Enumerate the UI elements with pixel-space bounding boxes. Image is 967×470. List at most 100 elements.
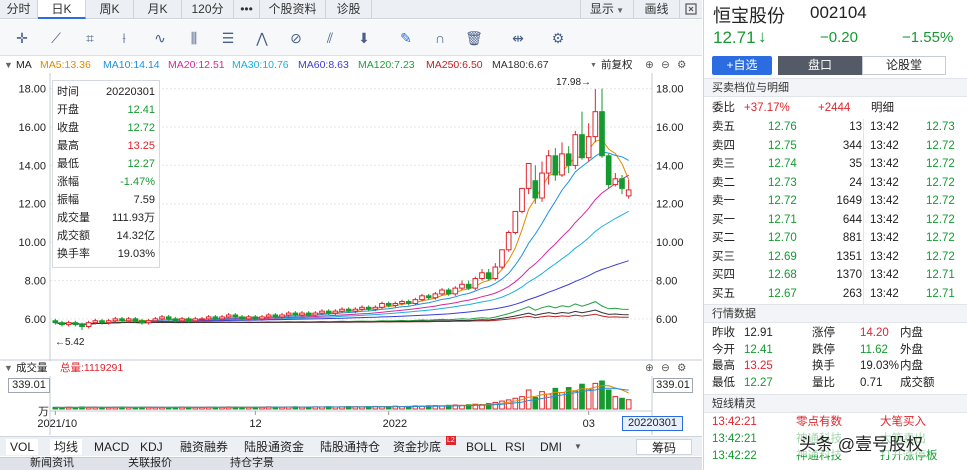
magnet-icon[interactable]: ∩ — [428, 26, 452, 50]
quote-panel: 恒宝股份 002104 12.71 ↓ −0.20 −1.55% +自选 盘口 … — [703, 0, 967, 470]
info-row: 时间 20220301 — [57, 83, 155, 101]
tab-stock-profile[interactable]: 个股资料 — [260, 0, 326, 19]
adjust-mode[interactable]: 前复权 — [601, 57, 633, 73]
price-tick-left: 18.00 — [18, 84, 46, 96]
ma60-value: MA60:8.63 — [298, 57, 349, 73]
tab-intraday[interactable]: 分时 — [0, 0, 38, 19]
info-key: 成交额 — [57, 227, 90, 245]
add-watchlist-button[interactable]: +自选 — [712, 56, 772, 75]
gear-icon[interactable]: ⚙ — [546, 26, 570, 50]
crop-tool-icon[interactable]: ⌗ — [78, 26, 102, 50]
candle-body — [513, 211, 518, 232]
candle-body — [260, 317, 265, 319]
tab-kdj[interactable]: KDJ — [140, 439, 163, 455]
detail-time: 13:42 — [870, 267, 899, 284]
tab-vol[interactable]: VOL — [6, 439, 38, 455]
display-menu[interactable]: 显示 ▼ — [580, 0, 634, 19]
tab-forum[interactable]: 论股堂 — [862, 56, 946, 75]
tab-macd[interactable]: MACD — [94, 439, 129, 455]
quote-row: 最高 13.25 换手 19.03% 内盘 — [704, 358, 967, 374]
detail-time: 13:42 — [870, 138, 899, 155]
volume-bar — [573, 391, 578, 409]
tab-news[interactable]: 新闻资讯 — [30, 457, 74, 470]
candle-body — [593, 112, 598, 137]
candle-body — [566, 154, 571, 166]
line-tool-icon[interactable]: ⟋ — [44, 26, 68, 50]
tab-diagnose[interactable]: 诊股 — [326, 0, 372, 19]
order-book-row: 卖一 12.72 1649 — [704, 193, 864, 210]
tab-more[interactable]: ••• — [234, 0, 260, 19]
period-tab-bar: 分时 日K 周K 月K 120分 ••• 个股资料 诊股 显示 ▼ 画线 — [0, 0, 702, 19]
detail-price: 12.71 — [926, 267, 955, 284]
price-tick-right: 10.00 — [656, 237, 684, 249]
chevron-down-icon[interactable]: ▼ — [574, 439, 582, 455]
tab-related[interactable]: 关联报价 — [128, 457, 172, 470]
tab-northbound-flow[interactable]: 陆股通资金 — [244, 439, 304, 455]
tab-boll[interactable]: BOLL — [466, 439, 497, 455]
settings-icon[interactable]: ⚙ — [677, 361, 686, 376]
info-key: 开盘 — [57, 101, 79, 119]
order-volume: 35 — [849, 156, 862, 173]
ma250-value: MA250:6.50 — [426, 57, 483, 73]
candle-body — [280, 315, 285, 317]
draw-line-button[interactable]: 画线 — [634, 0, 680, 19]
gann-tool-icon[interactable]: ⫽ — [318, 26, 342, 50]
info-key: 成交量 — [57, 209, 90, 227]
tab-weekly-k[interactable]: 周K — [86, 0, 134, 19]
cursor-date: 20220301 — [622, 416, 683, 431]
info-value: 19.03% — [118, 245, 155, 263]
arrow-down-tool-icon[interactable]: ⬇ — [352, 26, 376, 50]
price-tick-left: 12.00 — [18, 199, 46, 211]
ma120-value: MA120:7.23 — [358, 57, 415, 73]
volume-axis-value: 339.01 — [8, 378, 50, 393]
candle-body — [586, 137, 591, 158]
candle-body — [353, 309, 358, 311]
detail-price: 12.72 — [926, 138, 955, 155]
pen-icon[interactable]: ✎ — [394, 26, 418, 50]
tab-ma[interactable]: 均线 — [50, 439, 82, 455]
collapse-icon[interactable]: ▼ — [4, 361, 13, 376]
volume-bar — [500, 401, 505, 409]
settings-icon[interactable]: ⚙ — [677, 57, 686, 73]
tab-monthly-k[interactable]: 月K — [134, 0, 182, 19]
crosshair-icon[interactable]: ✛ — [10, 26, 34, 50]
detail-price: 12.71 — [926, 286, 955, 303]
zoom-out-icon[interactable]: ⊖ — [661, 57, 670, 73]
zoom-in-icon[interactable]: ⊕ — [645, 361, 654, 376]
detail-price: 12.72 — [926, 175, 955, 192]
order-book-row: 卖三 12.74 35 — [704, 156, 864, 173]
price-tick-right: 18.00 — [656, 84, 684, 96]
tab-bottom-fishing[interactable]: 资金抄底 — [393, 439, 441, 455]
tab-northbound-holding[interactable]: 陆股通持仓 — [320, 439, 380, 455]
tab-daily-k[interactable]: 日K — [38, 0, 86, 19]
parallel-tool-icon[interactable]: ⫼ — [182, 26, 206, 50]
zoom-in-icon[interactable]: ⊕ — [645, 57, 654, 73]
collapse-icon[interactable]: ▼ — [4, 57, 13, 73]
candle-body — [460, 284, 465, 288]
order-volume: 13 — [849, 119, 862, 136]
volume-bar — [613, 397, 618, 409]
split-icon[interactable]: ⇹ — [506, 26, 530, 50]
volume-bar — [526, 390, 531, 409]
candle-body — [420, 296, 425, 300]
fan-tool-icon[interactable]: ⟊ — [112, 26, 136, 50]
close-panel-icon[interactable] — [680, 0, 702, 19]
tab-holdings[interactable]: 持仓字景 — [230, 457, 274, 470]
tab-margin[interactable]: 融资融券 — [180, 439, 228, 455]
candle-body — [446, 290, 451, 294]
tab-dmi[interactable]: DMI — [540, 439, 562, 455]
trash-icon[interactable]: 🗑 — [462, 26, 486, 50]
tab-120min[interactable]: 120分 — [182, 0, 234, 19]
candle-body — [300, 313, 305, 315]
candle-body — [346, 309, 351, 311]
order-volume: 263 — [843, 286, 862, 303]
tab-order-book[interactable]: 盘口 — [778, 56, 862, 75]
tab-rsi[interactable]: RSI — [505, 439, 525, 455]
chips-button[interactable]: 筹码 — [636, 439, 692, 455]
pattern-tool-icon[interactable]: ⋀ — [250, 26, 274, 50]
info-value: 12.72 — [127, 119, 155, 137]
wave-tool-icon[interactable]: ∿ — [148, 26, 172, 50]
text-tool-icon[interactable]: ☰ — [216, 26, 240, 50]
cycle-tool-icon[interactable]: ⊘ — [284, 26, 308, 50]
zoom-out-icon[interactable]: ⊖ — [661, 361, 670, 376]
